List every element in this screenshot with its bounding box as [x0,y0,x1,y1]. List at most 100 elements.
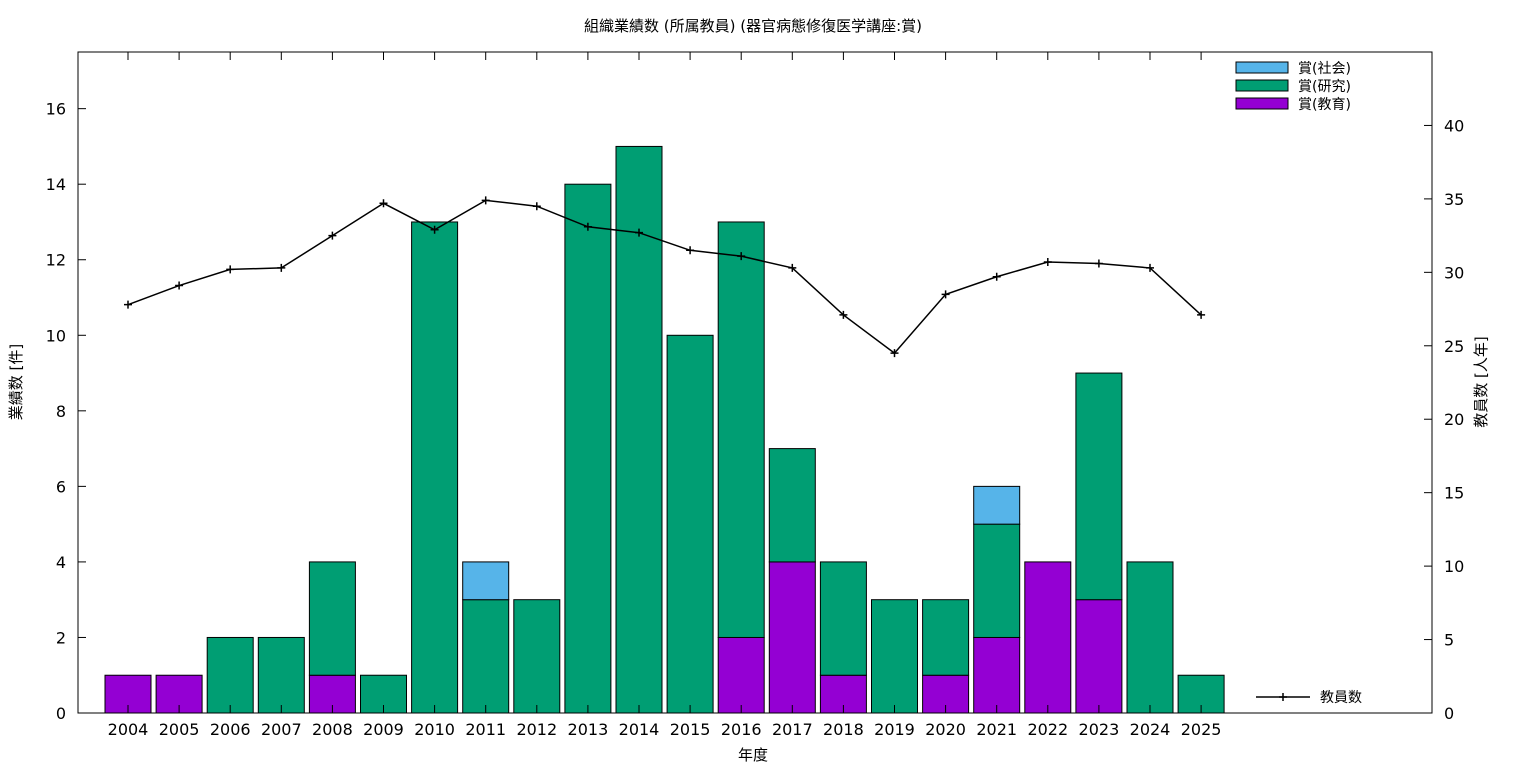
line-point [532,202,541,211]
line-point [686,246,695,255]
line-point [277,263,286,272]
bar [462,599,510,714]
y2-tick-label: 15 [1444,484,1464,503]
x-tick-label: 2024 [1130,720,1171,739]
bar [257,636,305,714]
x-tick-label: 2008 [312,720,353,739]
y2-tick-label: 30 [1444,263,1464,282]
y2-tick-label: 0 [1444,704,1454,723]
y-tick-label: 0 [56,704,66,723]
x-tick-label: 2021 [976,720,1017,739]
line-point [1197,310,1206,319]
bar [768,448,816,563]
plot-frame [77,51,1433,714]
line-point [941,290,950,299]
x-axis-label: 年度 [738,746,768,764]
line-point [1094,259,1103,268]
y-tick-label: 12 [46,251,66,270]
bar [411,221,459,714]
y2-tick-label: 40 [1444,116,1464,135]
line-point [175,281,184,290]
x-tick-label: 2014 [619,720,660,739]
y2-tick-label: 5 [1444,631,1454,650]
x-tick-label: 2012 [516,720,557,739]
line-point [788,263,797,272]
y2-tick-label: 35 [1444,190,1464,209]
line-point [1146,263,1154,272]
bar [1024,561,1072,714]
legend-label: 賞(研究) [1298,79,1351,95]
line-series [127,199,1202,355]
line-point [328,231,337,240]
bar [513,599,561,714]
bar [206,636,254,714]
x-tick-label: 2020 [925,720,966,739]
bar [308,561,356,676]
line-point [481,196,490,205]
x-tick-label: 2023 [1079,720,1120,739]
legend: 賞(社会) 賞(研究) 賞(教育) 教員数 [1235,61,1362,706]
bar [819,561,867,676]
bar [973,523,1021,638]
legend-line-marker [1279,693,1287,701]
line-layer [124,196,1206,358]
legend-label: 賞(教育) [1298,97,1351,113]
legend-swatch [1235,61,1289,74]
bar [973,485,1021,525]
bar [768,561,816,714]
x-tick-label: 2016 [721,720,762,739]
x-tick-label: 2005 [159,720,200,739]
legend-line-label: 教員数 [1320,690,1362,706]
line-point [379,199,388,208]
y2-tick-label: 20 [1444,410,1464,429]
bar [462,561,510,601]
y-tick-label: 16 [46,100,66,119]
line-point [124,300,132,309]
bar [922,599,970,676]
x-tick-label: 2015 [670,720,711,739]
y-tick-label: 2 [56,628,66,647]
x-tick-label: 2017 [772,720,813,739]
bar [1075,599,1123,714]
line-point [890,349,899,358]
x-tick-label: 2019 [874,720,915,739]
x-tick-label: 2009 [363,720,404,739]
y-tick-label: 10 [46,326,66,345]
y2-tick-label: 10 [1444,557,1464,576]
y-axis-label: 業績数 [件] [7,344,25,420]
line-point [430,225,439,234]
line-point [992,272,1001,281]
x-tick-label: 2025 [1181,720,1222,739]
bar [564,183,612,714]
line-point [583,222,592,231]
bar [871,599,918,714]
bars [104,145,1225,714]
line-point [226,265,235,274]
y2-axis-label: 教員数 [人年] [1472,336,1490,427]
legend-label: 賞(社会) [1298,61,1351,77]
x-tick-label: 2007 [261,720,302,739]
y-tick-label: 14 [46,175,66,194]
bar [717,636,765,714]
chart-title: 組織業績数 (所属教員) (器官病態修復医学講座:賞) [584,17,922,35]
line-point [635,228,643,237]
legend-swatch [1235,79,1289,92]
x-tick-label: 2006 [210,720,251,739]
y2-tick-label: 25 [1444,337,1464,356]
legend-swatch [1235,97,1289,110]
x-tick-label: 2013 [568,720,609,739]
bar [666,334,714,714]
x-tick-label: 2010 [414,720,455,739]
bar [1075,372,1123,601]
line-point [839,310,848,319]
bar [615,145,663,714]
x-tick-label: 2018 [823,720,864,739]
line-point [737,252,746,261]
y-tick-label: 4 [56,553,66,572]
bar [973,636,1021,714]
x-tick-label: 2022 [1027,720,1068,739]
x-tick-label: 2011 [465,720,506,739]
bar [717,221,765,638]
